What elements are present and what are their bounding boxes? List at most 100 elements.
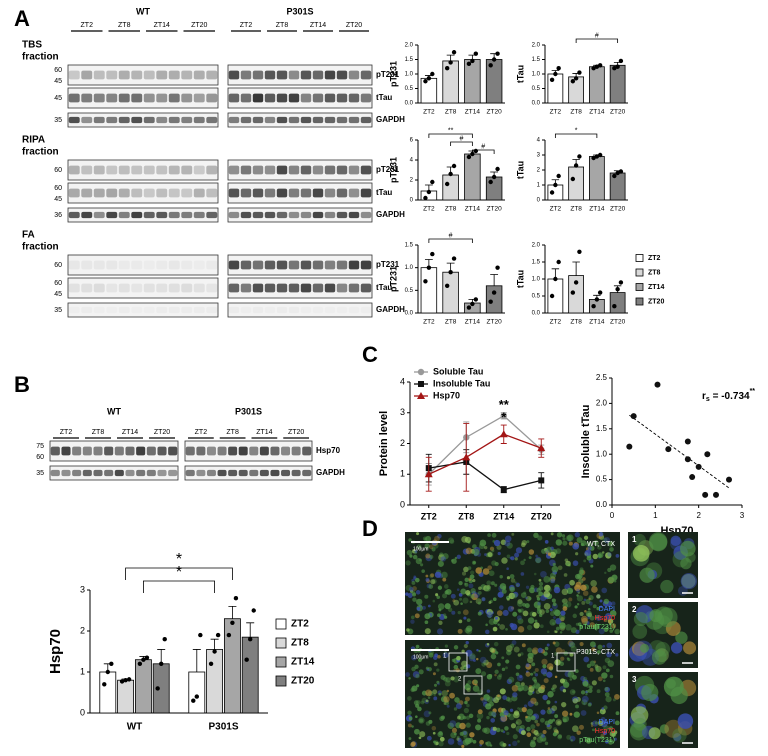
cell	[569, 652, 574, 657]
blot-strip	[227, 182, 373, 204]
bar	[485, 285, 503, 314]
cell	[568, 597, 573, 602]
cell	[472, 739, 477, 744]
cell	[499, 688, 506, 695]
y-tick-label: 2.0	[405, 43, 414, 49]
cell	[515, 672, 520, 677]
x-tick-label: ZT14	[465, 109, 481, 116]
cell	[613, 579, 617, 583]
cell	[533, 671, 536, 674]
cell	[607, 552, 612, 557]
blot-band	[168, 93, 180, 103]
cell	[513, 711, 520, 719]
cell	[506, 542, 513, 549]
cell	[464, 577, 469, 582]
cell	[670, 535, 681, 547]
y-axis-label: tTau	[515, 270, 525, 288]
cell	[582, 590, 589, 597]
cell	[461, 744, 465, 748]
cell	[518, 609, 522, 613]
cell	[546, 708, 553, 715]
cell	[490, 581, 495, 586]
y-axis-label: tTau	[515, 65, 525, 83]
cell	[673, 733, 682, 742]
cell	[463, 616, 467, 620]
cell	[633, 612, 648, 627]
scatter-point	[713, 491, 719, 498]
cell	[509, 586, 515, 593]
legend-label: ZT2	[648, 255, 661, 262]
cell	[569, 678, 573, 681]
cell	[531, 611, 537, 617]
cell	[450, 559, 454, 562]
cell	[604, 613, 612, 620]
data-point	[423, 279, 428, 284]
bar	[117, 679, 135, 714]
cell	[577, 591, 581, 594]
cell	[434, 535, 440, 542]
blot-band	[241, 307, 251, 313]
blot-band	[300, 116, 312, 124]
cell	[543, 590, 551, 598]
x-tick-label: ZT2	[550, 319, 562, 326]
cell	[411, 581, 416, 585]
cell	[415, 577, 420, 583]
cell	[425, 699, 429, 703]
cell	[444, 644, 449, 648]
x-tick-label: ZT14	[493, 511, 514, 521]
data-point	[126, 677, 132, 682]
data-point	[553, 182, 558, 188]
cell	[575, 573, 581, 580]
blot-band	[68, 283, 80, 293]
cell	[578, 569, 584, 575]
cell	[554, 714, 559, 719]
cell	[506, 567, 509, 571]
cell	[406, 628, 410, 632]
blot-strip	[67, 87, 219, 109]
blot-band	[228, 283, 240, 293]
legend-swatch	[275, 675, 287, 687]
y-tick-label: 0.5	[405, 86, 414, 92]
cell	[533, 679, 538, 683]
blot-band	[143, 211, 155, 219]
cell	[559, 678, 566, 684]
y-axis-label: tTau	[515, 161, 525, 179]
cell	[457, 611, 461, 615]
cell	[443, 696, 450, 703]
cell	[510, 623, 518, 631]
cell	[597, 676, 603, 682]
blot-band	[168, 70, 180, 80]
cell	[512, 740, 518, 747]
cell	[407, 710, 412, 716]
cell	[506, 649, 512, 656]
blot-band	[72, 469, 82, 477]
cell	[568, 541, 573, 546]
blot-band	[259, 446, 269, 456]
fraction-label: TBS	[22, 40, 42, 51]
y-axis-label: Protein level	[378, 411, 390, 476]
cell	[545, 546, 553, 553]
cell	[554, 675, 558, 679]
y-tick-label: 0	[80, 707, 85, 717]
cell	[415, 715, 418, 719]
lane-label: ZT2	[240, 22, 253, 29]
cell	[609, 564, 617, 571]
blot-band	[206, 446, 216, 456]
cell	[438, 692, 442, 696]
blot-band	[157, 469, 167, 477]
cell	[569, 689, 576, 695]
cell	[418, 669, 424, 675]
scatter-point	[654, 381, 661, 388]
mw-marker: 60	[54, 280, 62, 287]
cell	[520, 572, 525, 576]
blot-band	[228, 188, 240, 198]
mw-marker: 45	[54, 196, 62, 203]
blot-band	[81, 188, 93, 198]
data-point	[549, 77, 555, 83]
bar	[609, 64, 626, 104]
significance-bracket	[428, 133, 473, 138]
data-point	[430, 179, 435, 185]
blot-band	[324, 70, 336, 80]
cell	[544, 646, 549, 651]
cell	[579, 641, 584, 647]
